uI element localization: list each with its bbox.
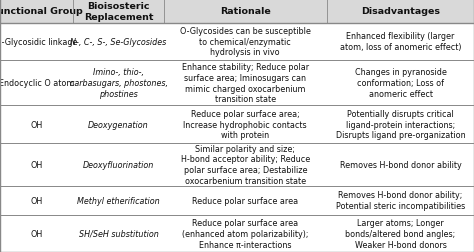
Text: O-Glycosides can be susceptible
to chemical/enzymatic
hydrolysis in vivo: O-Glycosides can be susceptible to chemi… xyxy=(180,27,311,57)
Text: Deoxygenation: Deoxygenation xyxy=(88,120,149,129)
Bar xyxy=(0,23,474,60)
Text: O-Glycosidic linkage: O-Glycosidic linkage xyxy=(0,38,78,46)
Bar xyxy=(0,143,474,186)
Text: N-, C-, S-, Se-Glycosides: N-, C-, S-, Se-Glycosides xyxy=(70,38,167,46)
Text: Deoxyfluorination: Deoxyfluorination xyxy=(83,160,154,169)
Text: Changes in pyranoside
conformation; Loss of
anomeric effect: Changes in pyranoside conformation; Loss… xyxy=(355,68,447,99)
Text: Potentially disrupts critical
ligand-protein interactions;
Disrupts ligand pre-o: Potentially disrupts critical ligand-pro… xyxy=(336,109,465,140)
Text: OH: OH xyxy=(31,120,43,129)
Text: Disadvantages: Disadvantages xyxy=(361,7,440,16)
Text: Rationale: Rationale xyxy=(220,7,271,16)
Text: Imino-, thio-,
carbasugars, phostones,
phostines: Imino-, thio-, carbasugars, phostones, p… xyxy=(70,68,167,99)
Text: Larger atoms; Longer
bonds/altered bond angles;
Weaker H-bond donors: Larger atoms; Longer bonds/altered bond … xyxy=(346,218,456,249)
Text: Endocyclic O atom: Endocyclic O atom xyxy=(0,79,74,88)
Text: Enhanced flexibility (larger
atom, loss of anomeric effect): Enhanced flexibility (larger atom, loss … xyxy=(340,32,461,52)
Text: Functional Group: Functional Group xyxy=(0,7,82,16)
Bar xyxy=(0,60,474,106)
Text: OH: OH xyxy=(31,229,43,238)
Bar xyxy=(0,106,474,143)
Text: Removes H-bond donor ability: Removes H-bond donor ability xyxy=(340,160,461,169)
Text: Bioisosteric
Replacement: Bioisosteric Replacement xyxy=(84,2,153,22)
Text: Enhance stability; Reduce polar
surface area; Iminosugars can
mimic charged oxoc: Enhance stability; Reduce polar surface … xyxy=(182,63,309,104)
Text: OH: OH xyxy=(31,196,43,205)
Text: SH/SeH substitution: SH/SeH substitution xyxy=(79,229,158,238)
Text: Reduce polar surface area;
Increase hydrophobic contacts
with protein: Reduce polar surface area; Increase hydr… xyxy=(183,109,307,140)
Text: Methyl etherification: Methyl etherification xyxy=(77,196,160,205)
Bar xyxy=(0,215,474,252)
Bar xyxy=(0,0,474,23)
Text: OH: OH xyxy=(31,160,43,169)
Text: Similar polarity and size;
H-bond acceptor ability; Reduce
polar surface area; D: Similar polarity and size; H-bond accept… xyxy=(181,144,310,185)
Text: Reduce polar surface area
(enhanced atom polarizability);
Enhance π-interactions: Reduce polar surface area (enhanced atom… xyxy=(182,218,309,249)
Bar xyxy=(0,186,474,215)
Text: Removes H-bond donor ability;
Potential steric incompatibilities: Removes H-bond donor ability; Potential … xyxy=(336,191,465,210)
Text: Reduce polar surface area: Reduce polar surface area xyxy=(192,196,298,205)
